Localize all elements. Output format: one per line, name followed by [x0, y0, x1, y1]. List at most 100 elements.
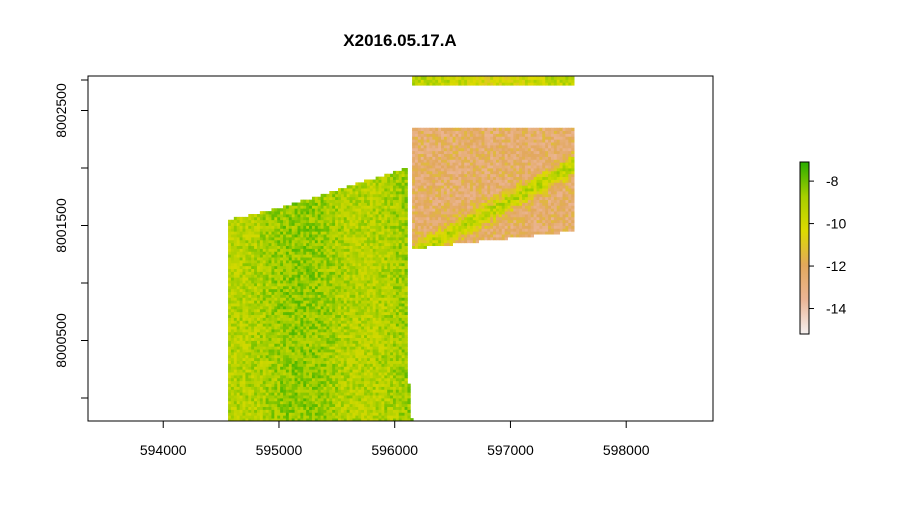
raster-cell: [340, 403, 345, 408]
raster-cell: [230, 349, 235, 353]
raster-cell: [265, 398, 269, 402]
raster-cell: [297, 418, 301, 421]
raster-cell: [280, 222, 284, 226]
raster-cell: [404, 219, 408, 224]
raster-cell: [254, 398, 258, 402]
raster-cell: [395, 409, 400, 413]
raster-cell: [401, 409, 405, 413]
raster-cell: [375, 277, 379, 281]
raster-cell: [262, 251, 267, 255]
raster-cell: [381, 395, 385, 399]
raster-cell: [366, 193, 371, 198]
raster-cell: [254, 225, 258, 229]
raster-cell: [230, 372, 235, 376]
raster-cell: [366, 188, 371, 192]
raster-cell: [233, 222, 238, 226]
raster-cell: [387, 349, 391, 353]
raster-cell: [283, 254, 287, 258]
raster-cell: [372, 320, 377, 324]
raster-cell: [294, 239, 298, 244]
raster-cell: [274, 222, 278, 226]
raster-cell: [364, 188, 368, 192]
raster-cell: [384, 311, 388, 316]
raster-cell: [271, 331, 275, 336]
raster-cell: [392, 280, 397, 284]
raster-cell: [233, 337, 238, 341]
raster-cell: [274, 277, 278, 281]
raster-cell: [346, 245, 350, 249]
raster-cell: [245, 254, 249, 258]
raster-cell: [407, 386, 411, 390]
raster-cell: [329, 300, 333, 304]
raster-cell: [300, 288, 304, 293]
raster-cell: [412, 168, 416, 172]
raster-cell: [369, 257, 374, 261]
raster-cell: [398, 268, 403, 272]
raster-cell: [349, 418, 353, 421]
raster-cell: [343, 297, 348, 301]
raster-cell: [392, 199, 397, 203]
raster-cell: [329, 260, 333, 264]
raster-cell: [349, 208, 353, 212]
raster-cell: [390, 398, 394, 402]
raster-cell: [398, 326, 403, 330]
raster-cell: [288, 237, 293, 241]
raster-cell: [306, 219, 310, 224]
raster-cell: [355, 199, 359, 203]
raster-cell: [412, 139, 416, 143]
raster-cell: [414, 196, 419, 201]
raster-cell: [239, 265, 243, 270]
raster-cell: [245, 363, 249, 367]
raster-cell: [285, 219, 290, 224]
raster-cell: [262, 389, 267, 393]
raster-cell: [309, 300, 313, 304]
raster-cell: [358, 337, 362, 341]
raster-cell: [309, 352, 313, 356]
raster-cell: [340, 311, 345, 316]
raster-cell: [384, 320, 388, 324]
raster-cell: [303, 329, 307, 333]
raster-cell: [248, 369, 252, 373]
raster-cell: [236, 300, 241, 304]
raster-cell: [265, 268, 269, 272]
raster-cell: [251, 288, 255, 293]
raster-cell: [233, 386, 238, 390]
raster-cell: [392, 372, 397, 376]
raster-cell: [326, 251, 330, 255]
raster-cell: [254, 274, 258, 278]
raster-cell: [311, 222, 316, 226]
raster-cell: [384, 231, 388, 235]
raster-cell: [239, 231, 243, 235]
raster-cell: [248, 277, 252, 281]
raster-cell: [230, 409, 235, 413]
raster-cell: [317, 237, 322, 241]
raster-cell: [361, 383, 365, 387]
raster-cell: [314, 271, 319, 275]
raster-cell: [245, 297, 249, 301]
raster-cell: [372, 185, 377, 189]
raster-cell: [384, 265, 388, 270]
raster-cell: [283, 352, 287, 356]
raster-cell: [291, 329, 295, 333]
raster-cell: [285, 251, 290, 255]
raster-cell: [297, 317, 301, 321]
raster-cell: [369, 237, 374, 241]
raster-cell: [326, 242, 330, 247]
raster-cell: [395, 170, 400, 175]
raster-cell: [332, 337, 336, 341]
raster-cell: [239, 383, 243, 387]
raster-cell: [355, 369, 359, 373]
raster-cell: [245, 383, 249, 387]
raster-cell: [375, 400, 379, 405]
raster-cell: [291, 228, 295, 232]
raster-cell: [398, 306, 403, 310]
raster-cell: [381, 231, 385, 235]
raster-cell: [259, 403, 264, 408]
raster-cell: [417, 182, 422, 186]
raster-cell: [378, 409, 382, 413]
raster-cell: [340, 308, 345, 313]
raster-cell: [417, 234, 422, 238]
raster-cell: [343, 360, 348, 364]
raster-cell: [390, 340, 394, 344]
raster-cell: [268, 352, 272, 356]
